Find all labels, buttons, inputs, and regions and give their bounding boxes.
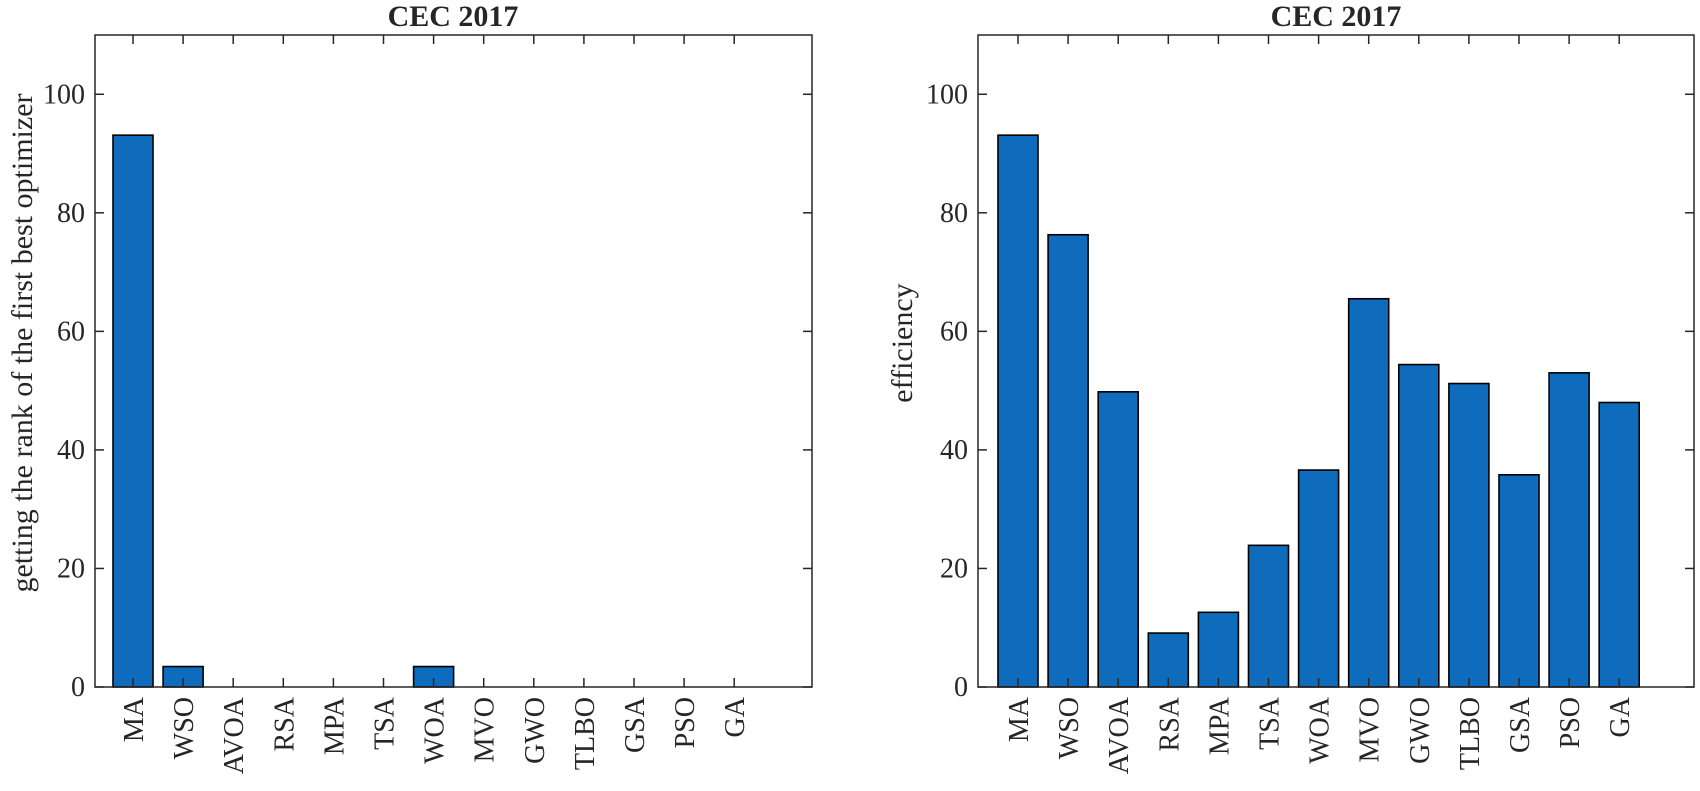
chart-panel-efficiency: CEC 2017 efficiency 0 20 40 60 80 100 MA WSO AVO… (886, 0, 1695, 774)
chart-title: CEC 2017 (1271, 0, 1402, 33)
x-tick-label: TLBO (570, 697, 601, 770)
x-tick-label: GSA (1505, 696, 1536, 753)
x-tick-label: GWO (1405, 697, 1436, 764)
y-tick-label: 100 (43, 79, 85, 110)
x-tick-label: MPA (319, 696, 350, 755)
chart-panel-rank: CEC 2017 getting the rank of the first b… (6, 0, 813, 774)
bar-tlbo (1448, 382, 1490, 688)
x-tick-label: MA (1004, 696, 1035, 742)
bar-avoa (1097, 391, 1139, 688)
x-tick-label: TLBO (1455, 697, 1486, 770)
x-tick-label: PSO (1555, 697, 1586, 748)
x-tick-label: WSO (169, 697, 200, 759)
x-tick-label: WSO (1054, 697, 1085, 759)
x-tick-label: TSA (370, 696, 401, 750)
bar-tsa (1247, 544, 1290, 688)
x-tick-label: GA (720, 696, 751, 737)
x-tick-label: WOA (420, 696, 451, 764)
x-tick-label: RSA (269, 696, 300, 751)
x-tick-label: AVOA (219, 696, 250, 774)
x-tick-label: MVO (470, 697, 501, 762)
y-tick-label: 100 (926, 79, 968, 110)
x-tick-label: PSO (670, 697, 701, 748)
x-tick-label: GSA (620, 696, 651, 753)
x-tick-label: GA (1605, 696, 1636, 737)
x-tick-label: TSA (1255, 696, 1286, 750)
x-tick-label: RSA (1154, 696, 1185, 751)
y-axis-label: efficiency (886, 283, 919, 402)
y-tick-label: 40 (940, 435, 968, 466)
bar-gsa (1498, 473, 1540, 688)
y-tick-label: 60 (57, 316, 85, 347)
bar-wso (1047, 233, 1089, 688)
x-tick-label: MPA (1204, 696, 1235, 755)
y-tick-label: 0 (954, 672, 968, 703)
bar-mpa (1197, 611, 1240, 688)
y-tick-label: 20 (57, 553, 85, 584)
plot-frame (977, 34, 1695, 688)
y-tick-label: 80 (940, 198, 968, 229)
y-tick-label: 60 (940, 316, 968, 347)
y-tick-label: 0 (71, 672, 85, 703)
chart-title: CEC 2017 (388, 0, 519, 33)
x-tick-label: AVOA (1104, 696, 1135, 774)
bar-ma (997, 134, 1039, 688)
y-tick-label: 20 (940, 553, 968, 584)
bar-ma (112, 134, 154, 688)
y-axis-label: getting the rank of the first best optim… (6, 93, 39, 592)
x-tick-label: GWO (520, 697, 551, 764)
x-tick-label: WOA (1305, 696, 1336, 764)
bar-woa (1297, 469, 1340, 688)
plot-frame (94, 34, 813, 688)
bar-pso (1548, 372, 1590, 688)
x-tick-label: MVO (1355, 697, 1386, 762)
bar-mvo (1347, 297, 1390, 688)
y-tick-label: 80 (57, 198, 85, 229)
bar-ga (1598, 401, 1640, 688)
x-tick-label: MA (119, 696, 150, 742)
bar-gwo (1398, 363, 1440, 688)
y-tick-label: 40 (57, 435, 85, 466)
